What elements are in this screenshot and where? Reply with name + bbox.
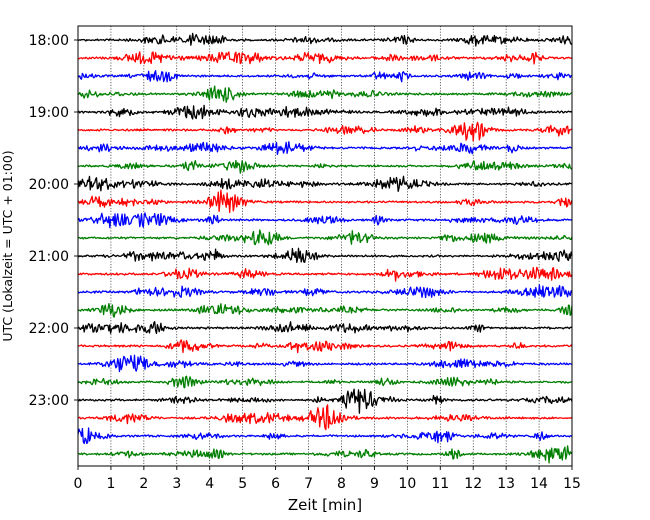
y-tick-label: 22:00 (29, 321, 69, 337)
x-axis-label: Zeit [min] (288, 496, 362, 514)
x-tick-label: 1 (106, 476, 115, 492)
seismogram-trace-3 (77, 70, 573, 83)
x-tick-label: 8 (337, 476, 346, 492)
seismogram-trace-17 (77, 321, 573, 335)
plot-frame (77, 25, 573, 467)
x-tick-label: 13 (497, 476, 515, 492)
seismogram-trace-22 (77, 404, 573, 431)
seismogram-traces (77, 32, 573, 464)
x-tick-label: 11 (431, 476, 449, 492)
x-tick-label: 5 (238, 476, 247, 492)
x-tick-label: 10 (398, 476, 416, 492)
x-tick-label: 7 (304, 476, 313, 492)
seismogram-trace-13 (77, 247, 573, 264)
seismogram-trace-21 (77, 388, 573, 414)
y-axis-ticks: 18:00 19:00 20:00 21:00 22:00 23:00 (29, 33, 78, 409)
seismogram-trace-20 (77, 375, 573, 389)
seismogram-trace-14 (77, 266, 573, 282)
x-axis-ticks: 0 1 2 3 4 5 6 7 8 9 10 11 12 13 14 15 (74, 466, 581, 492)
x-tick-label: 9 (370, 476, 379, 492)
seismogram-trace-7 (77, 141, 573, 155)
seismogram-trace-4 (77, 85, 573, 103)
y-axis-label: UTC (Lokalzeit = UTC + 01:00) (0, 150, 15, 341)
seismogram-trace-11 (77, 212, 573, 229)
y-tick-label: 21:00 (29, 249, 69, 265)
seismogram-trace-15 (77, 284, 573, 299)
seismogram-trace-6 (77, 121, 573, 142)
x-tick-label: 6 (271, 476, 280, 492)
x-tick-label: 0 (74, 476, 83, 492)
seismogram-trace-8 (77, 159, 573, 174)
seismogram-trace-19 (77, 354, 573, 373)
x-tick-label: 3 (172, 476, 181, 492)
seismogram-trace-9 (77, 175, 573, 192)
x-tick-label: 14 (530, 476, 548, 492)
x-tick-label: 12 (464, 476, 482, 492)
seismogram-trace-5 (77, 104, 573, 120)
seismogram-trace-23 (77, 427, 573, 445)
y-tick-label: 19:00 (29, 105, 69, 121)
seismogram-trace-18 (77, 339, 573, 354)
seismogram-trace-2 (77, 51, 573, 65)
x-tick-label: 15 (563, 476, 581, 492)
seismogram-trace-24 (77, 445, 573, 464)
seismogram-trace-16 (77, 302, 573, 318)
x-tick-label: 2 (139, 476, 148, 492)
y-tick-label: 18:00 (29, 33, 69, 49)
y-tick-label: 20:00 (29, 177, 69, 193)
seismogram-trace-1 (77, 32, 573, 47)
seismogram-trace-10 (77, 189, 573, 214)
seismogram-trace-12 (77, 229, 573, 246)
y-tick-label: 23:00 (29, 393, 69, 409)
x-tick-label: 4 (205, 476, 214, 492)
